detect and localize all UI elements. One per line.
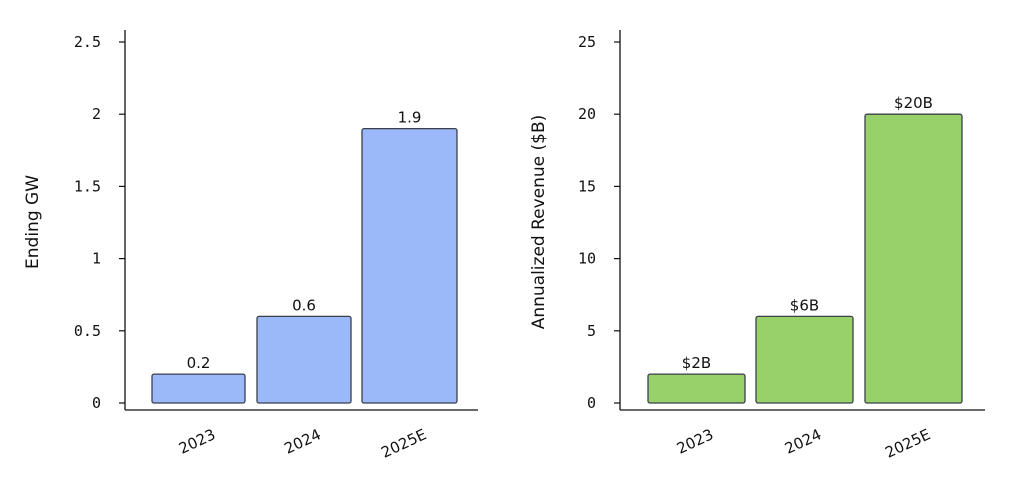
data-label: $6B (790, 296, 819, 314)
y-tick-label: 2 (92, 105, 101, 123)
bar-2024 (755, 315, 854, 404)
y-tick-label: 1.5 (74, 177, 101, 195)
ending-gw-chart: 0 0.5 1 1.5 2 2.5 Ending GW 0.2 2023 0.6 2024 1.9 20… (23, 30, 478, 462)
y-tick-label: 1 (92, 250, 101, 268)
x-tick-label: 2023 (674, 425, 716, 457)
x-tick-label: 2024 (782, 425, 824, 457)
bar-2025E (361, 127, 458, 404)
y-axis-label: Annualized Revenue ($B) (529, 115, 549, 330)
y-tick-label: 0 (587, 394, 596, 412)
data-label: 0.6 (292, 296, 316, 314)
x-tick-label: 2025E (378, 425, 429, 461)
y-tick-label: 15 (578, 177, 596, 195)
annualized-revenue-chart: 0 5 10 15 20 25 Annualized Revenue ($B) $2B 2023… (529, 30, 985, 462)
y-tick-label: 0.5 (74, 322, 101, 340)
x-tick-label: 2024 (281, 425, 323, 457)
data-label: 1.9 (398, 109, 422, 127)
x-tick-label: 2025E (882, 425, 933, 461)
bar-2023 (647, 373, 746, 404)
bar-2025E (864, 113, 963, 404)
bar-2024 (256, 315, 352, 404)
y-tick-label: 5 (587, 322, 596, 340)
y-tick-label: 20 (578, 105, 596, 123)
data-label: 0.2 (187, 354, 211, 372)
x-tick-label: 2023 (176, 425, 218, 457)
y-axis-label: Ending GW (23, 175, 43, 269)
y-tick-label: 0 (92, 394, 101, 412)
y-tick-label: 25 (578, 33, 596, 51)
data-label: $20B (894, 94, 933, 112)
y-tick-label: 2.5 (74, 33, 101, 51)
y-tick-label: 10 (578, 250, 596, 268)
bar-2023 (151, 373, 246, 404)
data-label: $2B (682, 354, 711, 372)
